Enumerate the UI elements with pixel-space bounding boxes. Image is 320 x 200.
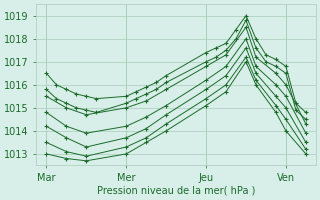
X-axis label: Pression niveau de la mer( hPa ): Pression niveau de la mer( hPa ) <box>97 186 255 196</box>
